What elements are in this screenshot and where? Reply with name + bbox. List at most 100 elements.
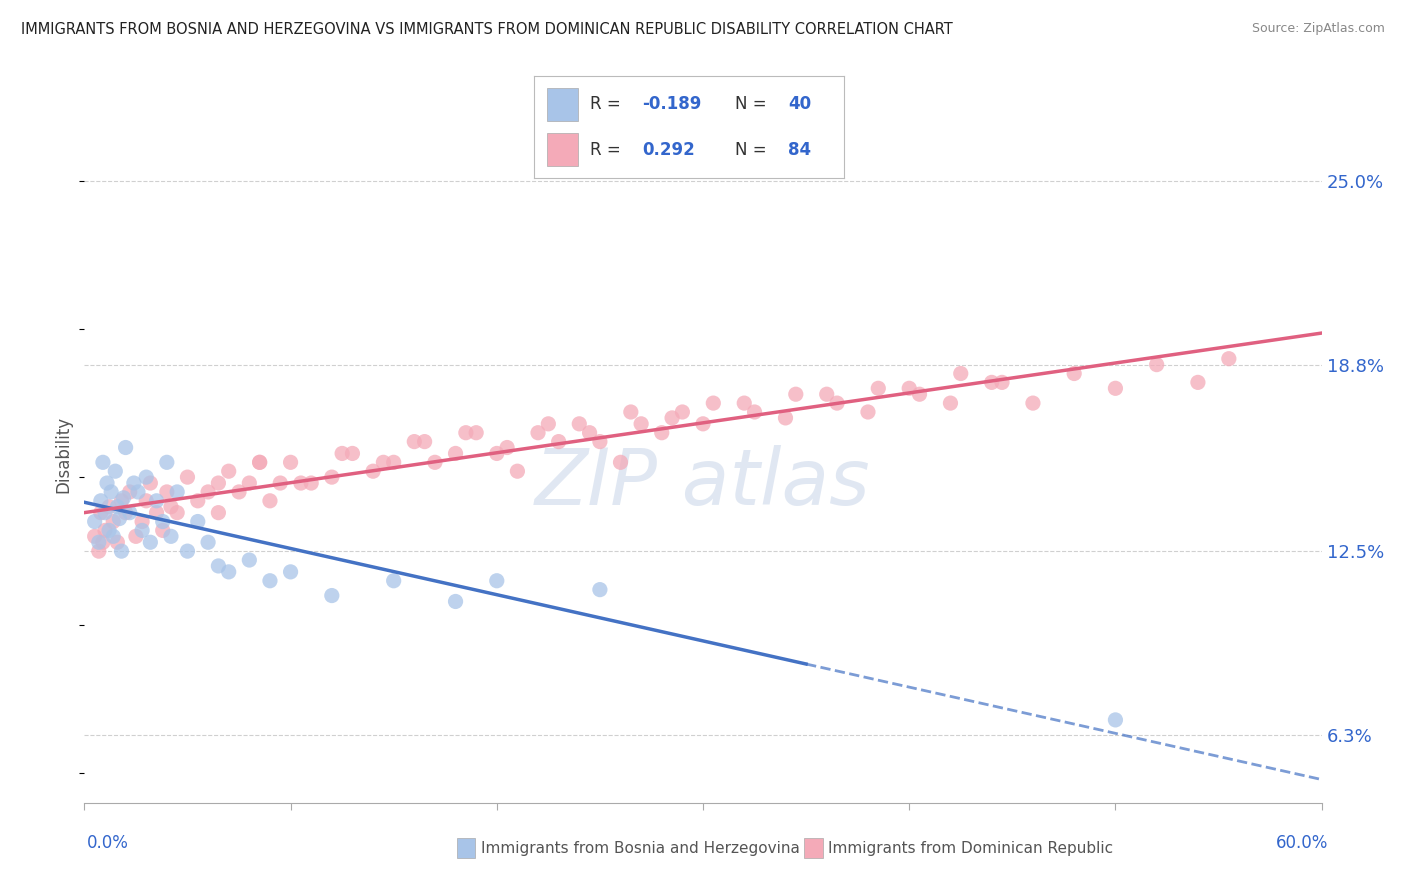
Point [485,446,508,460]
Point [609,455,631,469]
Point [83,529,105,543]
Point [361,464,384,478]
Point [125,529,148,543]
Point [423,455,446,469]
Point [166,484,188,499]
Point [1104,381,1126,395]
Text: N =: N = [735,95,772,113]
Point [156,455,179,469]
Point [1104,713,1126,727]
Y-axis label: Disability: Disability [55,417,73,493]
Point [280,455,302,469]
Point [103,515,125,529]
Point [444,446,467,460]
Point [1146,358,1168,372]
Point [404,434,426,449]
Point [856,405,879,419]
Point [259,574,281,588]
Point [135,470,157,484]
Point [176,470,198,484]
Text: R =: R = [591,95,626,113]
Point [589,434,612,449]
Text: 40: 40 [787,95,811,113]
Point [980,376,1002,390]
Point [898,381,921,395]
Point [108,511,131,525]
Point [87,535,110,549]
Point [160,529,183,543]
Point [373,455,395,469]
Text: 0.292: 0.292 [643,141,696,159]
Point [228,484,250,499]
Point [661,411,683,425]
Point [485,574,508,588]
Point [444,594,467,608]
Point [218,464,240,478]
Point [110,544,132,558]
Point [280,565,302,579]
Point [949,367,972,381]
Point [620,405,643,419]
Point [139,535,162,549]
Point [145,506,167,520]
Point [207,506,229,520]
Point [114,441,136,455]
Text: Source: ZipAtlas.com: Source: ZipAtlas.com [1251,22,1385,36]
Point [152,524,174,538]
Point [413,434,436,449]
Point [908,387,931,401]
Point [118,484,141,499]
Point [651,425,673,440]
Point [90,506,112,520]
Point [166,506,188,520]
Point [692,417,714,431]
Text: 84: 84 [787,141,811,159]
Point [991,376,1014,390]
Point [94,506,117,520]
Point [1187,376,1209,390]
Point [98,524,121,538]
Point [290,476,312,491]
Point [145,493,167,508]
Point [238,553,260,567]
Point [496,441,519,455]
Point [131,524,153,538]
Point [197,484,219,499]
Point [91,455,114,469]
Point [671,405,693,419]
Point [1218,351,1240,366]
Point [187,515,209,529]
Point [299,476,322,491]
Point [100,484,122,499]
Point [775,411,797,425]
Point [1022,396,1045,410]
Point [90,493,112,508]
Point [382,455,405,469]
Point [160,500,183,514]
Point [156,484,179,499]
Point [152,515,174,529]
Point [1063,367,1085,381]
Point [465,425,488,440]
Text: 60.0%: 60.0% [1277,834,1329,852]
Text: 0.0%: 0.0% [87,834,129,852]
Point [578,425,600,440]
Point [110,493,132,508]
Point [249,455,271,469]
Text: Immigrants from Dominican Republic: Immigrants from Dominican Republic [828,841,1114,855]
Point [83,515,105,529]
Point [702,396,724,410]
Point [537,417,560,431]
Point [105,500,128,514]
Point [105,535,128,549]
Point [506,464,529,478]
Point [114,506,136,520]
Point [269,476,291,491]
Point [207,476,229,491]
Point [454,425,477,440]
Point [568,417,591,431]
Point [382,574,405,588]
Text: IMMIGRANTS FROM BOSNIA AND HERZEGOVINA VS IMMIGRANTS FROM DOMINICAN REPUBLIC DIS: IMMIGRANTS FROM BOSNIA AND HERZEGOVINA V… [21,22,953,37]
Text: Immigrants from Bosnia and Herzegovina: Immigrants from Bosnia and Herzegovina [481,841,800,855]
Point [815,387,838,401]
